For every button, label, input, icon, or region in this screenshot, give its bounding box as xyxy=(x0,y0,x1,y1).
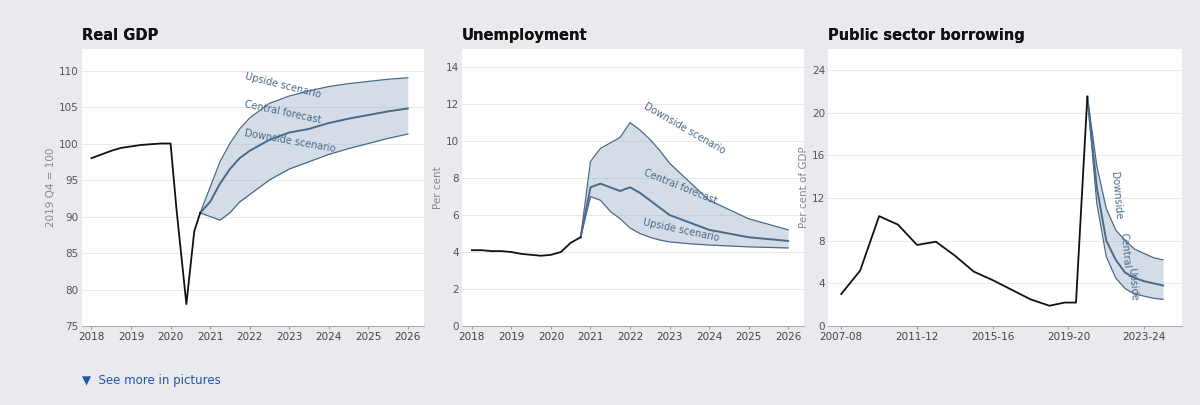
Text: Public sector borrowing: Public sector borrowing xyxy=(828,28,1025,43)
Text: Public sector borrowing: Public sector borrowing xyxy=(828,28,1025,43)
Text: Real GDP: Real GDP xyxy=(82,28,158,43)
Text: Downside: Downside xyxy=(1109,171,1123,220)
Text: Downside scenario: Downside scenario xyxy=(244,129,336,154)
Text: Central forecast: Central forecast xyxy=(642,167,718,206)
Text: Upside scenario: Upside scenario xyxy=(642,217,720,243)
Y-axis label: 2019 Q4 = 100: 2019 Q4 = 100 xyxy=(47,148,56,227)
Y-axis label: Per cent: Per cent xyxy=(433,166,443,209)
Text: ▼  See more in pictures: ▼ See more in pictures xyxy=(82,374,221,387)
Text: Central: Central xyxy=(1118,232,1132,269)
Text: Upside: Upside xyxy=(1126,267,1139,301)
Text: Real GDP: Real GDP xyxy=(82,28,158,43)
Text: Unemployment: Unemployment xyxy=(462,28,588,43)
Y-axis label: Per cent of GDP: Per cent of GDP xyxy=(799,147,809,228)
Text: Upside scenario: Upside scenario xyxy=(244,71,322,100)
Text: Unemployment: Unemployment xyxy=(462,28,588,43)
Text: Central forecast: Central forecast xyxy=(244,99,323,125)
Text: Downside scenario: Downside scenario xyxy=(642,101,727,156)
